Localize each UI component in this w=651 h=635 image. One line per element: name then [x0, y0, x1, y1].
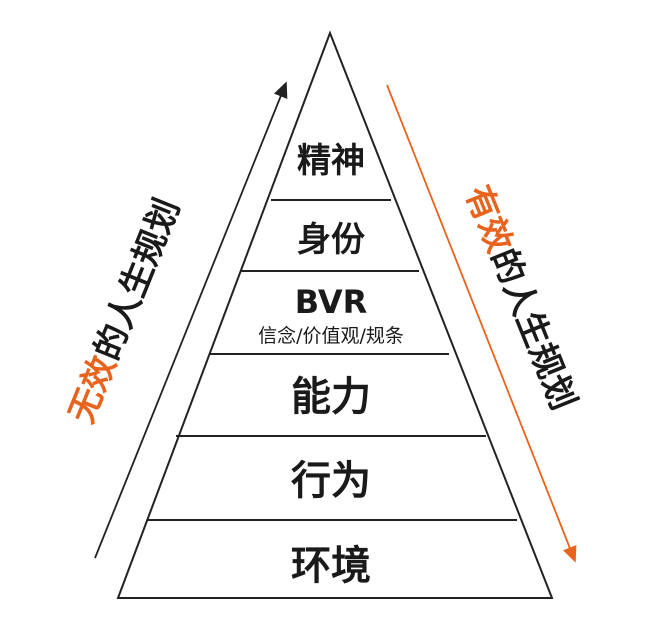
level-sublabel-bvr: 信念/价值观/规条	[258, 324, 404, 347]
level-label-ability: 能力	[291, 374, 371, 420]
left-label-rest: 的人生规划	[87, 193, 188, 366]
left-up-arrow	[94, 81, 288, 559]
level-label-environment: 环境	[291, 543, 371, 589]
level-label-identity: 身份	[297, 220, 365, 260]
pyramid-outline	[116, 30, 554, 599]
level-label-behavior: 行为	[291, 458, 371, 504]
right-label-rest: 的人生规划	[483, 243, 584, 416]
right-arrow-label: 有效的人生规划	[457, 180, 583, 416]
level-label-bvr: BVR	[295, 283, 368, 321]
left-arrow-label: 无效的人生规划	[62, 193, 188, 429]
right-down-arrow	[386, 84, 577, 563]
level-label-spirit: 精神	[297, 141, 365, 181]
